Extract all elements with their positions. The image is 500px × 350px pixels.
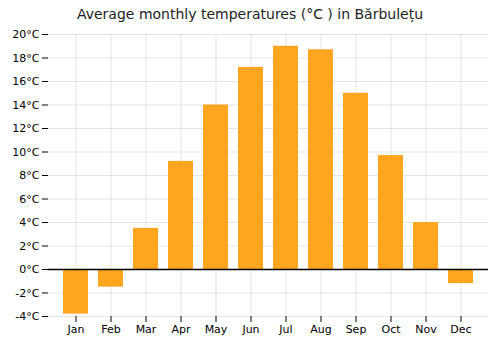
svg-text:Aug: Aug: [310, 323, 331, 336]
html-text:Average monthly temperatures (: Average monthly temperatures (°C ) in Bă…: [76, 6, 424, 22]
svg-text:-2°C: -2°C: [15, 287, 39, 300]
svg-text:2°C: 2°C: [19, 240, 39, 253]
svg-text:0°C: 0°C: [19, 263, 39, 276]
svg-text:-4°C: -4°C: [15, 310, 39, 323]
svg-text:6°C: 6°C: [19, 193, 39, 206]
svg-text:10°C: 10°C: [12, 146, 39, 159]
svg-text:18°C: 18°C: [12, 52, 39, 65]
svg-text:Jan: Jan: [67, 323, 85, 336]
svg-text:16°C: 16°C: [12, 75, 39, 88]
svg-text:May: May: [205, 323, 228, 336]
svg-text:Jul: Jul: [278, 323, 292, 336]
svg-text:Jun: Jun: [241, 323, 259, 336]
svg-text:Dec: Dec: [450, 323, 471, 336]
svg-text:Feb: Feb: [101, 323, 120, 336]
svg-text:4°C: 4°C: [19, 216, 39, 229]
svg-text:20°C: 20°C: [12, 28, 39, 41]
svg-text:14°C: 14°C: [12, 99, 39, 112]
svg-text:8°C: 8°C: [19, 169, 39, 182]
svg-text:Apr: Apr: [171, 323, 191, 336]
svg-text:Mar: Mar: [136, 323, 157, 336]
svg-text:12°C: 12°C: [12, 122, 39, 135]
svg-text:Oct: Oct: [381, 323, 401, 336]
svg-text:Nov: Nov: [415, 323, 437, 336]
svg-text:Sep: Sep: [346, 323, 367, 336]
